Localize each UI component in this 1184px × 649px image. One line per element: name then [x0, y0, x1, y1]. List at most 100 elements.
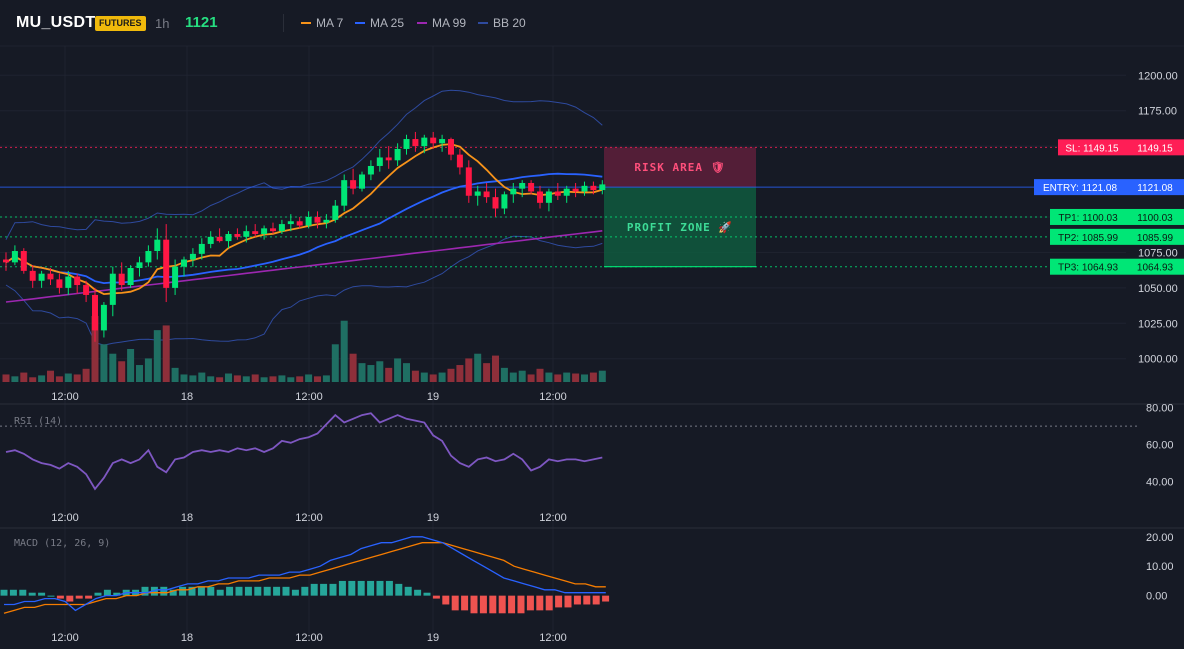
- macd-hist-bar: [536, 595, 544, 611]
- volume-bar: [207, 376, 215, 382]
- volume-bar: [367, 365, 375, 382]
- legend-ma25[interactable]: MA 25: [355, 16, 404, 30]
- level-tag-bg-sl: [1058, 139, 1126, 156]
- candle-body: [65, 276, 72, 288]
- axis-tag-sl: 1149.15: [1137, 143, 1173, 154]
- time-label: 12:00: [539, 512, 567, 524]
- legend-label-ma99: MA 99: [432, 16, 467, 30]
- volume-bar: [376, 361, 384, 382]
- candle-body: [421, 137, 428, 147]
- rsi-tick-0: 80.00: [1146, 403, 1174, 415]
- time-axis: 12:00 18 12:00 19 12:00 12:00 18 12:00 19 12:00 12…: [51, 391, 567, 644]
- level-tag-tp1: TP1: 1100.03: [1058, 213, 1118, 224]
- symbol-name[interactable]: MU_USDT: [16, 14, 96, 31]
- volume-bar: [242, 376, 250, 382]
- volume-bar: [589, 372, 597, 382]
- candle-body: [83, 285, 90, 295]
- volume-bar: [474, 353, 482, 382]
- macd-hist-bar: [56, 595, 64, 599]
- macd-hist-bar: [395, 583, 403, 596]
- candle-body: [109, 273, 116, 305]
- volume-bar: [429, 374, 437, 382]
- time-label: 12:00: [539, 632, 567, 644]
- axis-tag-bg-tp3: [1126, 258, 1184, 275]
- candle-body: [225, 234, 232, 242]
- legend-label-bb20: BB 20: [493, 16, 526, 30]
- volume-bar: [500, 367, 508, 382]
- candle-body: [350, 180, 357, 189]
- volume-bar: [340, 320, 348, 382]
- candle-body: [545, 191, 552, 203]
- candle-body: [599, 184, 606, 191]
- risk-area-box: [604, 147, 756, 188]
- chart-header: MU_USDT FUTURES 1h 1121 MA 7 MA 25 MA 99…: [0, 0, 1184, 46]
- grid-lines: [0, 46, 1126, 640]
- macd-hist-bar: [273, 586, 281, 596]
- volume-bar: [349, 353, 357, 382]
- candle-body: [430, 137, 437, 144]
- time-label: 18: [181, 512, 193, 524]
- candle-body: [163, 239, 170, 288]
- volume-bar: [518, 370, 526, 382]
- macd-hist-bar: [188, 586, 196, 596]
- macd-hist-bar: [517, 595, 525, 614]
- macd-hist-bar: [573, 595, 581, 605]
- volume-bar: [127, 349, 135, 382]
- candle-body: [74, 276, 81, 286]
- axis-tag-tp3: 1064.93: [1137, 263, 1174, 274]
- candle-body: [474, 191, 481, 196]
- candle-body: [261, 228, 268, 235]
- axis-tag-bg-tp1: [1126, 208, 1184, 225]
- bb-upper-line: [5, 89, 603, 240]
- candle-body: [323, 219, 330, 223]
- axis-tag-bg-tp2: [1126, 228, 1184, 245]
- time-label: 18: [181, 632, 193, 644]
- macd-hist-bar: [376, 580, 384, 596]
- macd-hist-bar: [489, 595, 497, 614]
- macd-hist-bar: [442, 595, 450, 605]
- volume-bar: [581, 374, 588, 382]
- time-label: 19: [427, 632, 439, 644]
- candle-body: [412, 139, 419, 147]
- macd-hist-bar: [404, 586, 412, 596]
- volume-bar: [492, 355, 499, 382]
- candle-body: [510, 188, 517, 195]
- macd-hist-bar: [461, 595, 469, 611]
- legend-ma99[interactable]: MA 99: [417, 16, 466, 30]
- macd-hist-bar: [451, 595, 459, 611]
- price-tick-6: 1025.00: [1138, 318, 1178, 330]
- time-label: 19: [427, 391, 439, 403]
- candle-body: [465, 167, 472, 196]
- legend-ma7[interactable]: MA 7: [301, 16, 343, 30]
- legend-swatch-ma25: [355, 22, 365, 24]
- volume-bar: [527, 374, 535, 382]
- ma25-line: [5, 172, 603, 285]
- volume-bar: [403, 363, 410, 382]
- macd-hist-bar: [19, 589, 27, 596]
- volume-bar: [358, 363, 366, 382]
- volume-bar: [216, 377, 224, 382]
- rsi-tick-2: 40.00: [1146, 477, 1174, 489]
- candle-body: [519, 182, 526, 189]
- axis-tag-tp2: 1085.99: [1137, 233, 1174, 244]
- volume-bar: [189, 375, 197, 382]
- macd-hist-bar: [564, 595, 572, 608]
- legend-bb20[interactable]: BB 20: [478, 16, 526, 30]
- candle-body: [359, 174, 365, 189]
- macd-hist-bar: [320, 583, 328, 596]
- timeframe-label[interactable]: 1h: [155, 16, 170, 31]
- macd-pane: MACD (12, 26, 9) 20.00 10.00 0.00: [0, 532, 1174, 614]
- price-tick-5: 1050.00: [1138, 283, 1178, 295]
- volume-bar: [509, 372, 517, 382]
- macd-hist-bar: [583, 595, 591, 605]
- level-tag-tp2: TP2: 1085.99: [1058, 233, 1118, 244]
- candle-body: [590, 185, 597, 191]
- macd-hist-bar: [263, 586, 271, 596]
- candle-body: [136, 262, 143, 269]
- volume-bar: [572, 373, 580, 382]
- time-label: 12:00: [51, 512, 79, 524]
- candle-body: [198, 243, 205, 254]
- candle-body: [341, 180, 348, 206]
- macd-hist-bar: [555, 595, 563, 608]
